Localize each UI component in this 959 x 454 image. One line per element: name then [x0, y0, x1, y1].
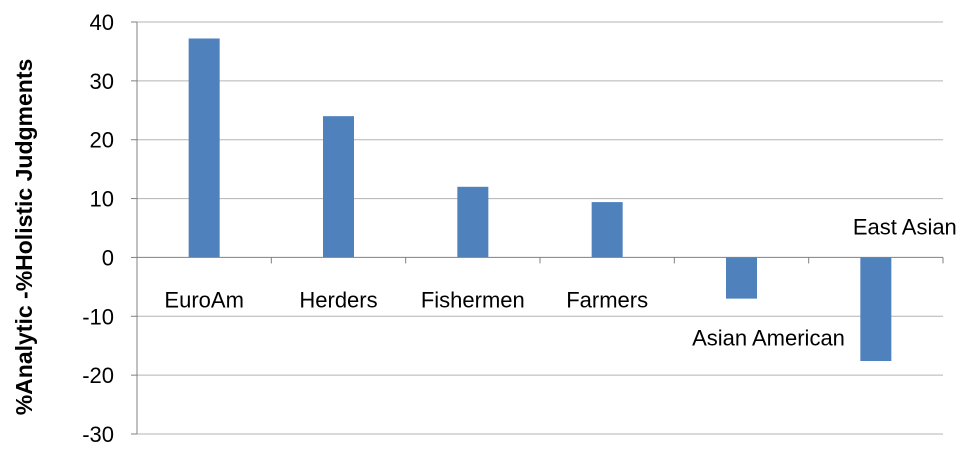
- bar: [860, 257, 892, 362]
- bar: [591, 202, 623, 258]
- y-tick-label: 30: [90, 69, 114, 94]
- category-label: Herders: [299, 287, 377, 312]
- bars: [188, 38, 892, 362]
- y-tick-label: -20: [82, 363, 114, 388]
- axes: [131, 21, 944, 435]
- bar: [188, 38, 220, 258]
- y-tick-label: 40: [90, 10, 114, 35]
- y-tick-label: -30: [82, 422, 114, 447]
- category-label: Farmers: [566, 287, 648, 312]
- y-axis-label: %Analytic -%Holistic Judgments: [11, 59, 37, 416]
- bar: [457, 186, 489, 258]
- y-tick-label: 10: [90, 187, 114, 212]
- y-tick-label: 20: [90, 128, 114, 153]
- category-label: East Asian: [853, 214, 957, 239]
- bar: [323, 116, 354, 258]
- y-tick-label: 0: [102, 245, 114, 270]
- category-label: EuroAm: [164, 287, 243, 312]
- category-label: Fishermen: [421, 287, 525, 312]
- category-labels: EuroAm Herders Fishermen Farmers Asian Ameri…: [164, 214, 956, 350]
- bar: [726, 257, 757, 299]
- category-label: Asian American: [692, 326, 845, 351]
- gridlines: [137, 21, 943, 435]
- y-tick-label: -10: [82, 304, 114, 329]
- y-tick-labels: 40 30 20 10 0 -10 -20 -30: [82, 10, 114, 447]
